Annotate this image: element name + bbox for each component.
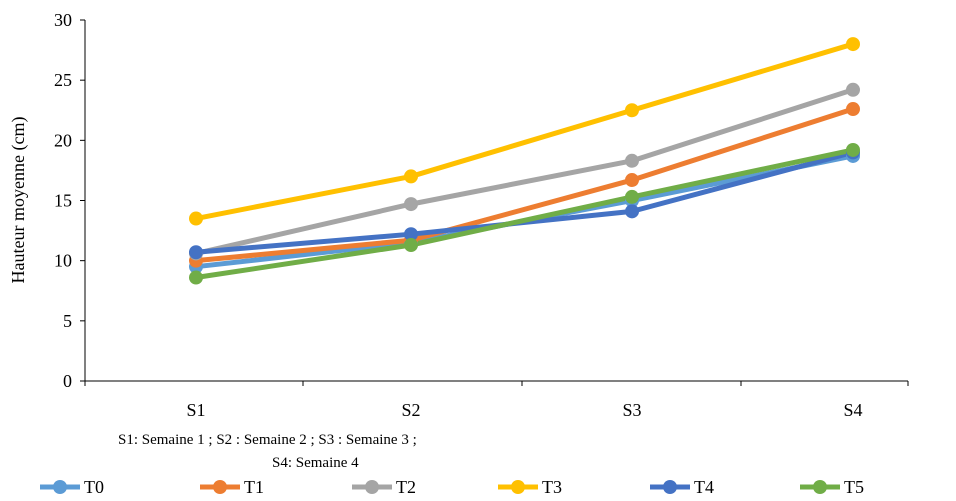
legend-marker-t2 bbox=[365, 480, 379, 494]
legend-label-t2: T2 bbox=[396, 477, 416, 497]
y-tick-label: 0 bbox=[63, 371, 72, 391]
series-lines bbox=[193, 41, 856, 281]
y-tick-label: 30 bbox=[54, 10, 72, 30]
x-tick-label: S3 bbox=[622, 400, 641, 420]
data-point-t3-s3 bbox=[625, 103, 639, 118]
data-point-t4-s2 bbox=[404, 227, 418, 242]
legend-marker-t1 bbox=[213, 480, 227, 494]
data-point-t2-s4 bbox=[846, 82, 860, 97]
data-point-t5-s1 bbox=[189, 270, 203, 285]
series-line-t4 bbox=[193, 149, 856, 255]
data-point-t2-s3 bbox=[625, 153, 639, 168]
x-tick-label: S2 bbox=[401, 400, 420, 420]
series-line-t2 bbox=[193, 87, 856, 256]
series-line-t3 bbox=[193, 41, 856, 222]
axis-note-line-1: S1: Semaine 1 ; S2 : Semaine 2 ; S3 : Se… bbox=[118, 432, 417, 448]
legend-label-t3: T3 bbox=[542, 477, 562, 497]
y-ticks: 0 5 10 15 20 25 30 bbox=[54, 10, 85, 391]
legend-label-t4: T4 bbox=[694, 477, 714, 497]
y-tick-label: 15 bbox=[54, 191, 72, 211]
series-line-t5 bbox=[193, 147, 856, 281]
x-tick-label: S4 bbox=[843, 400, 862, 420]
series-line-t1 bbox=[193, 106, 856, 264]
data-point-t3-s4 bbox=[846, 37, 860, 52]
series-points bbox=[189, 37, 860, 285]
y-tick-label: 10 bbox=[54, 251, 72, 271]
axis-note-line-2: S4: Semaine 4 bbox=[272, 455, 359, 471]
y-axis-title: Hauteur moyenne (cm) bbox=[8, 117, 29, 284]
data-point-t3-s2 bbox=[404, 169, 418, 184]
axes bbox=[84, 20, 908, 382]
y-tick-label: 5 bbox=[63, 311, 72, 331]
x-ticks: S1 S2 S3 S4 bbox=[84, 381, 909, 420]
data-point-t5-s2 bbox=[404, 238, 418, 253]
legend-label-t5: T5 bbox=[844, 477, 864, 497]
data-point-t1-s4 bbox=[846, 102, 860, 117]
legend: T0 T1 T2 T3 T4 T5 bbox=[40, 477, 864, 497]
legend-label-t0: T0 bbox=[84, 477, 104, 497]
data-point-t4-s1 bbox=[189, 245, 203, 260]
data-point-t2-s2 bbox=[404, 197, 418, 212]
data-point-t5-s3 bbox=[625, 189, 639, 204]
legend-marker-t5 bbox=[813, 480, 827, 494]
y-tick-label: 20 bbox=[54, 130, 72, 150]
x-tick-label: S1 bbox=[186, 400, 205, 420]
legend-label-t1: T1 bbox=[244, 477, 264, 497]
legend-marker-t0 bbox=[53, 480, 67, 494]
y-tick-label: 25 bbox=[54, 70, 72, 90]
data-point-t1-s3 bbox=[625, 173, 639, 188]
legend-marker-t4 bbox=[663, 480, 677, 494]
legend-marker-t3 bbox=[511, 480, 525, 494]
data-point-t3-s1 bbox=[189, 211, 203, 226]
data-point-t4-s3 bbox=[625, 204, 639, 219]
data-point-t5-s4 bbox=[846, 142, 860, 157]
